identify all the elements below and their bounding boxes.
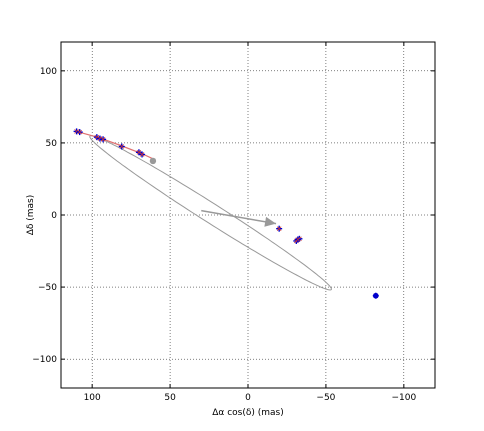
y-tick-label: −100 [32, 355, 57, 365]
y-tick-label: 0 [51, 211, 57, 221]
grid [61, 42, 435, 388]
predicted-marker [77, 129, 82, 135]
orbit-ellipse-layer [89, 135, 332, 291]
orbit-ellipse [89, 135, 332, 291]
observation-layer [73, 128, 379, 299]
predicted-marker [139, 152, 145, 157]
direction-arrow-head [264, 216, 277, 227]
predicted-marker [136, 150, 142, 155]
observation-point [294, 236, 301, 243]
observation-point [76, 129, 83, 136]
predicted-marker [295, 237, 301, 242]
observation-point [139, 151, 146, 158]
y-tick-label: 50 [46, 139, 58, 149]
x-tick-label: 100 [84, 393, 101, 403]
x-axis-label: Δα cos(δ) (mas) [212, 408, 283, 418]
x-tick-label: −50 [316, 393, 335, 403]
x-tick-label: 50 [164, 393, 176, 403]
y-axis-label: Δδ (mas) [26, 195, 36, 236]
x-tick-label: 0 [245, 393, 251, 403]
y-tick-label: −50 [38, 283, 57, 293]
direction-arrow-shaft [201, 209, 277, 225]
y-tick-label: 100 [40, 67, 57, 77]
predicted-marker [276, 226, 282, 231]
predicted-marker [100, 137, 106, 142]
x-tick-label: −100 [391, 393, 416, 403]
observation-point [135, 149, 142, 156]
observation-point [100, 136, 107, 143]
star-marker [149, 157, 157, 165]
predicted-marker [119, 144, 125, 149]
ticks: 100 50 0 −50 −100 100 50 0 −50 −100 [32, 42, 435, 403]
arrow-layer [201, 209, 277, 227]
final-observation-dot [372, 292, 379, 299]
observation-point [118, 143, 125, 150]
observation-point [276, 225, 283, 232]
predicted-marker [94, 134, 100, 140]
